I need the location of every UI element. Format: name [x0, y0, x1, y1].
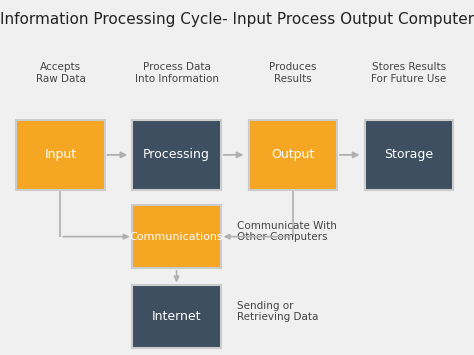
Text: Storage: Storage [384, 148, 433, 162]
Text: Communications: Communications [130, 232, 223, 242]
FancyBboxPatch shape [132, 285, 221, 348]
FancyBboxPatch shape [132, 205, 221, 268]
Text: Sending or
Retrieving Data: Sending or Retrieving Data [237, 301, 319, 322]
Text: Communicate With
Other Computers: Communicate With Other Computers [237, 220, 337, 242]
Text: Process Data
Into Information: Process Data Into Information [135, 62, 219, 84]
FancyBboxPatch shape [248, 120, 337, 190]
Text: Input: Input [45, 148, 76, 162]
FancyBboxPatch shape [365, 120, 453, 190]
Text: Processing: Processing [143, 148, 210, 162]
FancyBboxPatch shape [16, 120, 105, 190]
FancyBboxPatch shape [132, 120, 221, 190]
Text: Accepts
Raw Data: Accepts Raw Data [36, 62, 85, 84]
Text: Output: Output [271, 148, 314, 162]
Text: Stores Results
For Future Use: Stores Results For Future Use [371, 62, 447, 84]
Text: Produces
Results: Produces Results [269, 62, 317, 84]
Text: Internet: Internet [152, 310, 201, 323]
Text: Information Processing Cycle- Input Process Output Computer: Information Processing Cycle- Input Proc… [0, 12, 474, 27]
